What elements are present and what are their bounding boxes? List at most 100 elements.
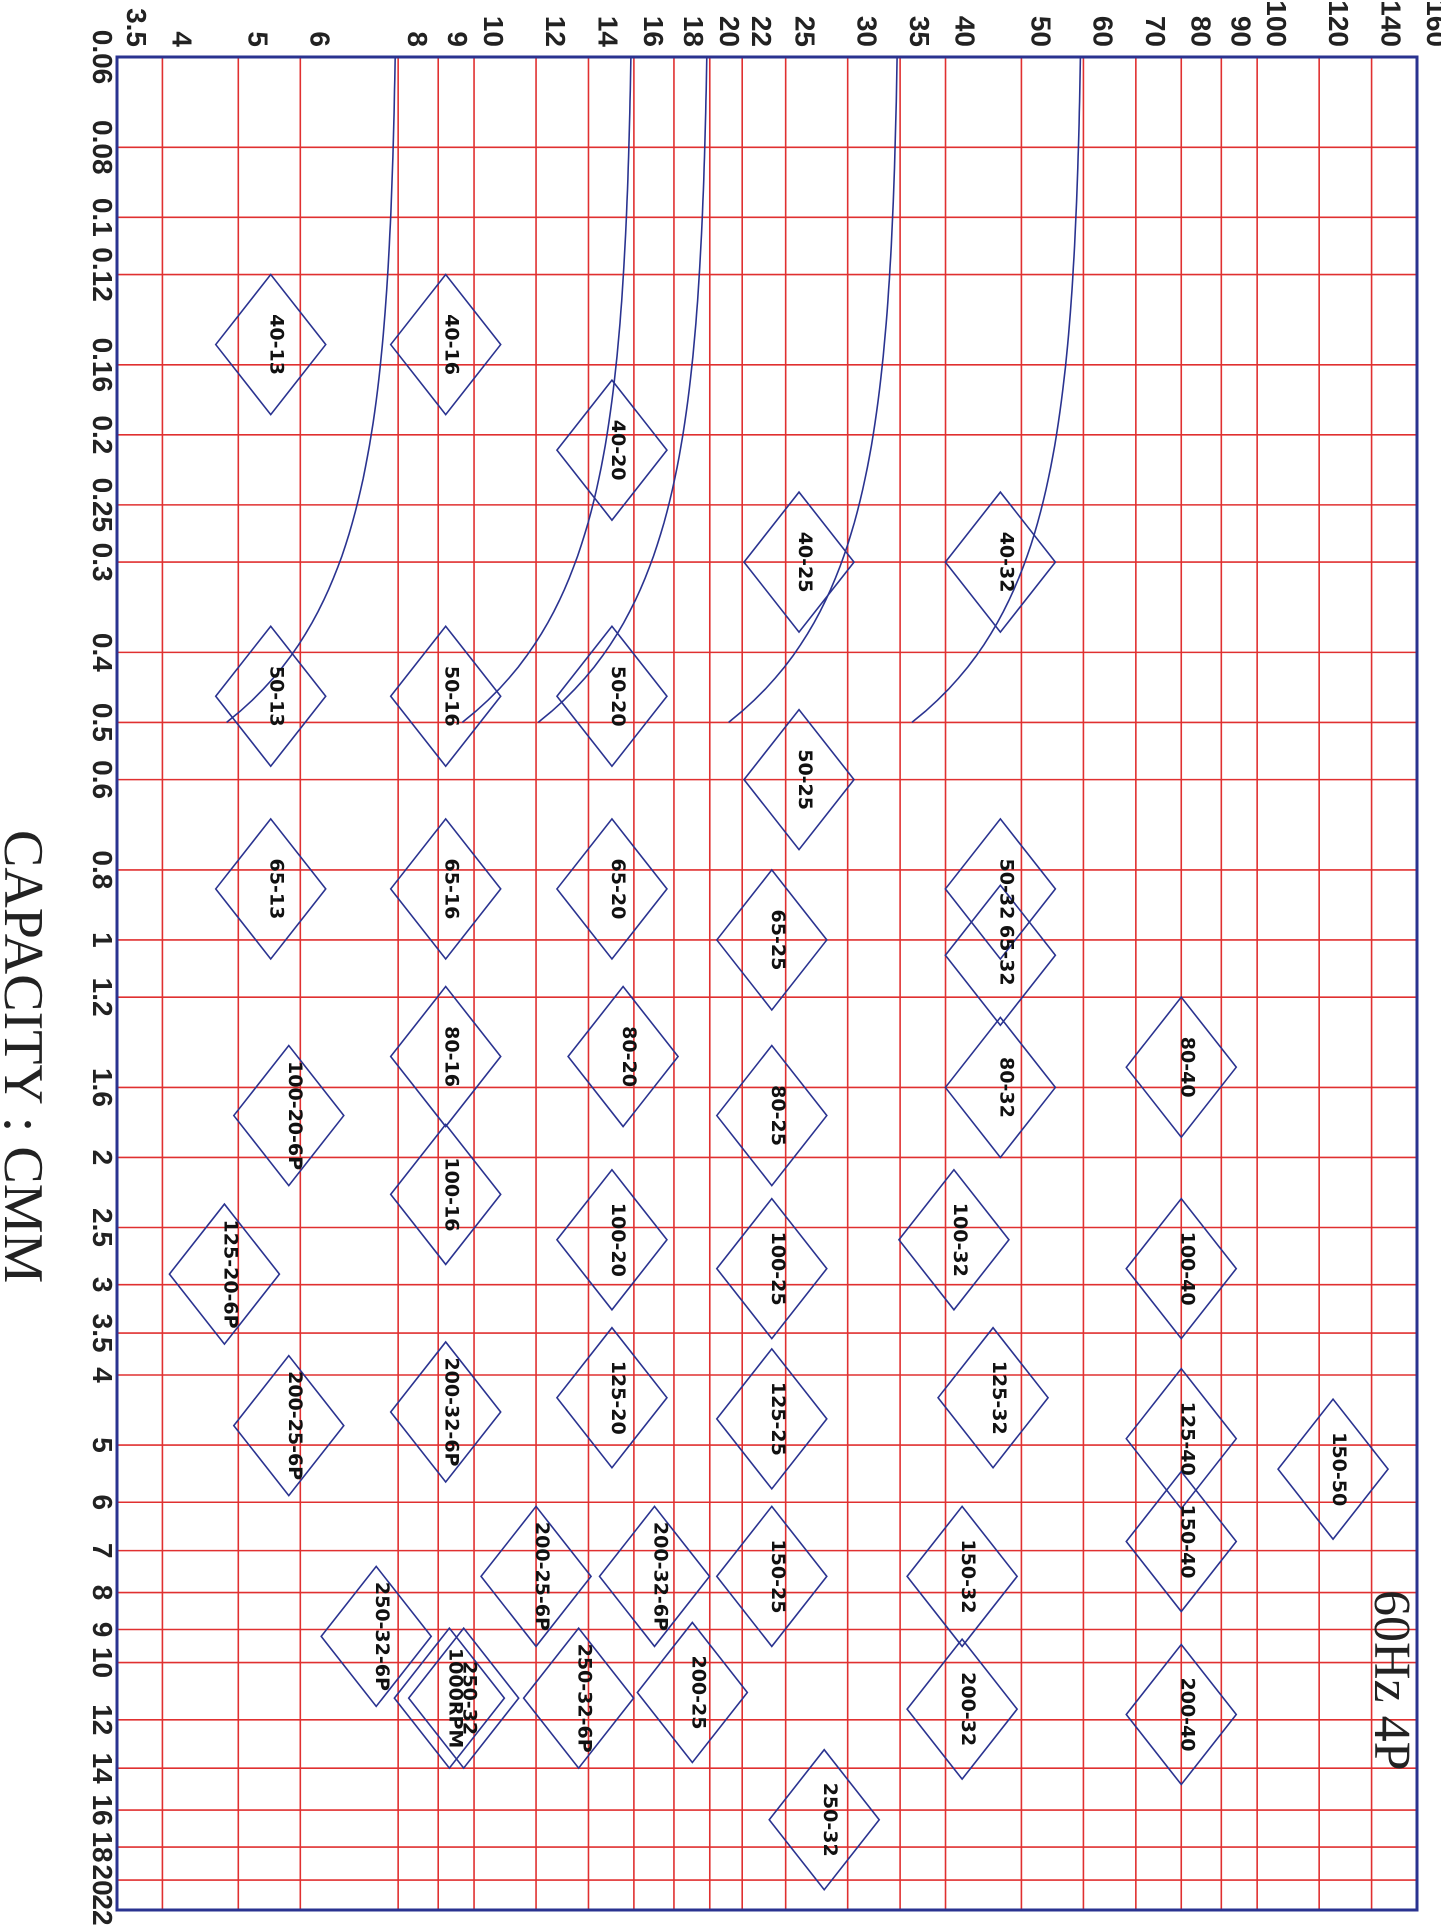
y-tick-label: 160: [1421, 0, 1441, 47]
pump-curve: [728, 56, 898, 724]
x-tick-label: 0.16: [87, 338, 118, 393]
zone-label: 40-20: [607, 420, 629, 481]
plot-frame: [115, 55, 1419, 1912]
y-tick-label: 60: [1087, 16, 1118, 47]
zone-outline: [1125, 1197, 1238, 1340]
x-tick-label: 12: [87, 1704, 118, 1735]
zone-label: 80-32: [995, 1057, 1017, 1118]
zone-outline: [768, 1748, 881, 1892]
zone-outline: [1125, 995, 1238, 1139]
zone-outline: [715, 1044, 828, 1187]
chart-title: 60Hz 4P: [1363, 1590, 1420, 1771]
zone-label: 100-16: [441, 1157, 463, 1231]
zone-label: 100-20-6P: [284, 1061, 306, 1170]
zone-label: 100-32: [949, 1203, 971, 1277]
zone-label: 40-25: [794, 532, 816, 593]
zone-label: 150-40: [1176, 1505, 1198, 1579]
zone-outline: [555, 378, 668, 522]
zone-outline: [1125, 1367, 1238, 1510]
y-tick-label: 20: [714, 16, 745, 47]
x-tick-label: 0.5: [87, 703, 118, 742]
y-tick-label: 8: [402, 31, 433, 47]
zone-outline: [214, 273, 327, 416]
y-tick-label: 9: [442, 31, 473, 47]
grid-layer: [116, 56, 1418, 1911]
zone-outline: [598, 1505, 711, 1648]
x-tick-label: 20: [87, 1865, 118, 1896]
pump-curve: [461, 56, 632, 724]
zone-label: 50-20: [607, 666, 629, 727]
zone-outline: [232, 1354, 345, 1497]
y-tick-label: 22: [746, 16, 777, 47]
x-tick-label: 0.2: [87, 415, 118, 454]
x-tick-label: 0.8: [87, 850, 118, 889]
zone-label: 250-32: [459, 1661, 481, 1735]
zone-outline: [389, 817, 502, 961]
x-tick-label: 6: [87, 1494, 118, 1510]
zone-label: 100-40: [1176, 1232, 1198, 1306]
zone-label: 65-32: [995, 925, 1017, 986]
zone-label: 250-32: [819, 1783, 841, 1857]
zone-outline: [1125, 1643, 1238, 1786]
zone-label: 80-16: [441, 1026, 463, 1087]
label-layer: 40-13 40-16 40-20 40-25 40-32 50-13 50-16 50-20…: [219, 314, 1350, 1857]
zone-outline: [742, 708, 856, 851]
x-tick-label: 3.5: [87, 1314, 118, 1353]
zone-label: 80-20: [618, 1026, 640, 1087]
y-tick-label: 120: [1323, 0, 1354, 47]
zone-outline: [555, 817, 668, 961]
x-tick-label: 3: [87, 1277, 118, 1293]
zone-outline: [1277, 1397, 1390, 1541]
pump-curve: [226, 56, 396, 724]
zone-outline: [715, 1505, 828, 1648]
x-tick-label: 22: [87, 1894, 118, 1925]
zone-label: 50-16: [441, 666, 463, 727]
y-tick-label: 5: [242, 31, 273, 47]
zone-label: 150-32: [957, 1539, 979, 1613]
zone-label: 200-32-6P: [650, 1522, 672, 1631]
y-tick-label: 25: [790, 16, 821, 47]
y-tick-label: 16: [638, 16, 669, 47]
zone-outline: [522, 1626, 635, 1770]
zone-label: 250-32-6P: [574, 1644, 596, 1753]
zone-label: 150-50: [1328, 1432, 1350, 1506]
x-tick-label: 1: [87, 932, 118, 948]
zone-outline: [389, 1123, 502, 1266]
y-tick-label: 35: [904, 16, 935, 47]
x-tick-label: 0.06: [87, 30, 118, 85]
zone-label: 65-20: [607, 859, 629, 920]
zone-label: 200-32: [957, 1672, 979, 1746]
zone-outline: [1125, 1470, 1238, 1613]
y-tick-label: 50: [1025, 16, 1056, 47]
x-tick-label: 0.08: [87, 120, 118, 175]
axis-layer: 0.06 0.08 0.1 0.12 0.16 0.2 0.25 0.3 0.4 0.5 0.6 0.…: [87, 0, 1441, 1925]
zone-outline: [897, 1168, 1010, 1312]
y-tick-label: 12: [540, 16, 571, 47]
zone-label: 200-40: [1176, 1678, 1198, 1752]
zone-outline: [715, 1347, 828, 1491]
x-tick-label: 2.5: [87, 1208, 118, 1247]
zone-label: 100-25: [767, 1232, 789, 1306]
zone-label: 80-40: [1176, 1037, 1198, 1098]
zone-outline: [715, 868, 828, 1012]
zone-outline: [937, 1326, 1050, 1469]
x-tick-label: 0.1: [87, 198, 118, 237]
zone-outline: [168, 1202, 281, 1346]
zone-outline: [232, 1044, 345, 1187]
zone-label: 250-32-6P: [371, 1582, 393, 1691]
zone-label: 125-20: [607, 1361, 629, 1435]
zone-label: 65-16: [441, 859, 463, 920]
zone-outline: [214, 817, 327, 961]
x-tick-label: 5: [87, 1437, 118, 1453]
y-tick-label: 140: [1376, 0, 1407, 47]
zone-outline: [906, 1505, 1019, 1648]
zone-label: 80-25: [767, 1085, 789, 1146]
x-tick-label: 0.12: [87, 247, 118, 302]
zone-outline: [320, 1565, 433, 1708]
zone-outline: [389, 273, 502, 416]
zone-outline: [389, 1340, 502, 1484]
zone-label: 40-13: [266, 314, 288, 375]
y-tick-label: 10: [478, 16, 509, 47]
zone-outline: [407, 1626, 520, 1770]
